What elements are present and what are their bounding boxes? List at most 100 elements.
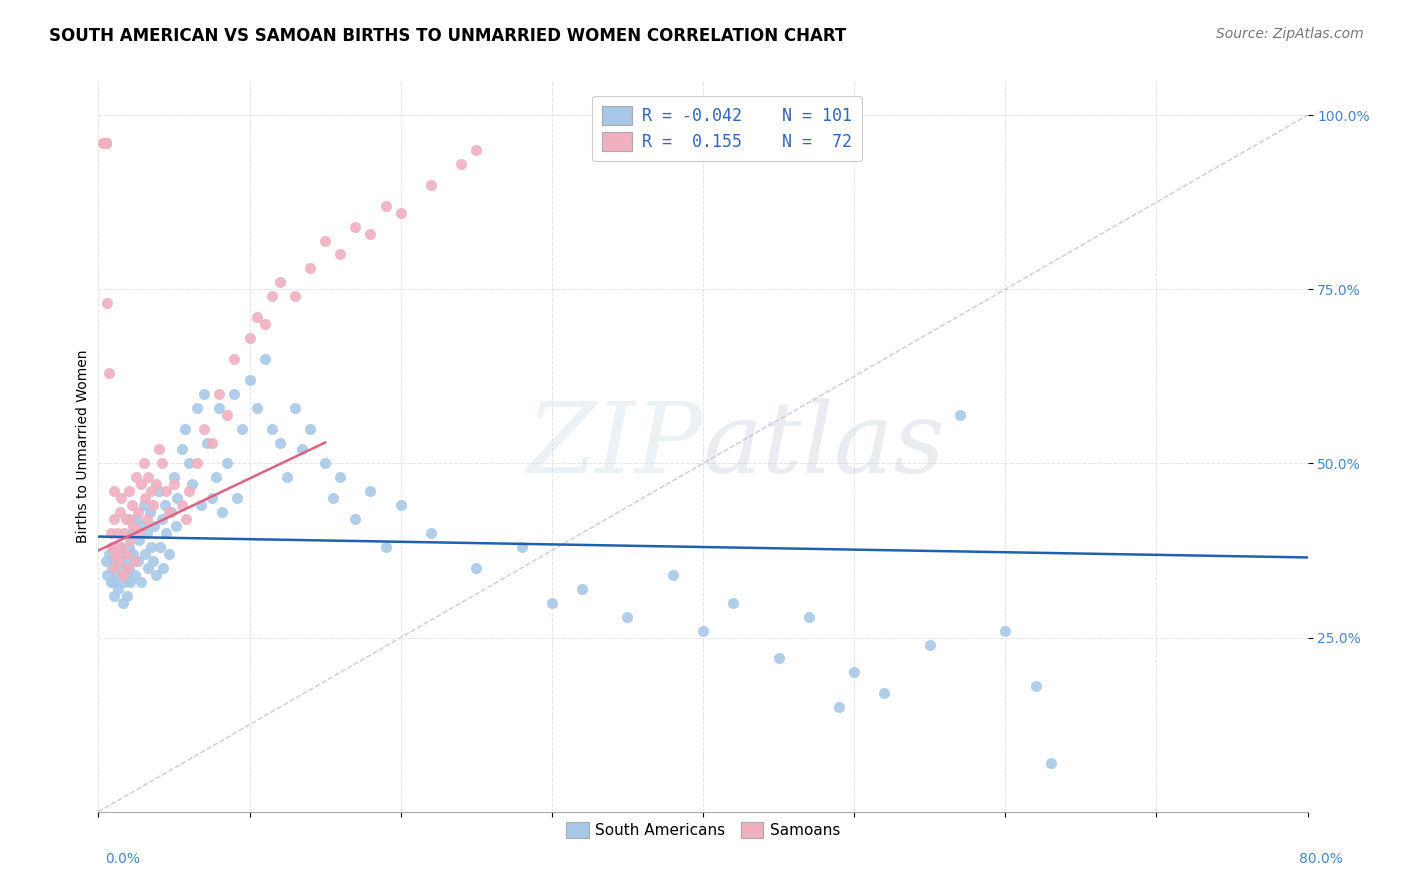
Point bbox=[163, 477, 186, 491]
Point bbox=[616, 609, 638, 624]
Point bbox=[129, 477, 152, 491]
Point bbox=[239, 373, 262, 387]
Point bbox=[344, 512, 367, 526]
Point bbox=[104, 547, 127, 561]
Point bbox=[205, 470, 228, 484]
Point bbox=[110, 540, 132, 554]
Point bbox=[571, 582, 593, 596]
Point bbox=[360, 227, 382, 241]
Text: Source: ZipAtlas.com: Source: ZipAtlas.com bbox=[1216, 27, 1364, 41]
Point bbox=[105, 567, 128, 582]
Point bbox=[374, 540, 396, 554]
Point bbox=[108, 505, 131, 519]
Point bbox=[163, 470, 186, 484]
Point bbox=[246, 310, 269, 325]
Point bbox=[131, 519, 153, 533]
Point bbox=[98, 547, 121, 561]
Point bbox=[174, 512, 197, 526]
Point bbox=[129, 574, 152, 589]
Point bbox=[120, 574, 142, 589]
Point bbox=[284, 289, 307, 303]
Point bbox=[122, 547, 145, 561]
Point bbox=[195, 435, 218, 450]
Point bbox=[128, 533, 150, 547]
Point bbox=[262, 421, 284, 435]
Point bbox=[193, 386, 215, 401]
Point bbox=[208, 401, 231, 415]
Point bbox=[114, 554, 136, 568]
Point bbox=[918, 638, 941, 652]
Legend: South Americans, Samoans: South Americans, Samoans bbox=[560, 816, 846, 845]
Point bbox=[269, 435, 291, 450]
Point bbox=[215, 457, 238, 471]
Point bbox=[135, 526, 157, 541]
Point bbox=[179, 457, 201, 471]
Point bbox=[121, 498, 143, 512]
Point bbox=[145, 477, 167, 491]
Point bbox=[844, 665, 866, 680]
Point bbox=[540, 596, 562, 610]
Point bbox=[465, 561, 488, 575]
Point bbox=[828, 700, 851, 714]
Point bbox=[661, 567, 683, 582]
Point bbox=[723, 596, 745, 610]
Point bbox=[142, 554, 165, 568]
Point bbox=[103, 512, 125, 526]
Point bbox=[118, 540, 141, 554]
Point bbox=[96, 296, 118, 310]
Point bbox=[135, 512, 157, 526]
Point bbox=[143, 519, 166, 533]
Point bbox=[269, 275, 291, 289]
Point bbox=[127, 554, 149, 568]
Point bbox=[1024, 679, 1046, 693]
Point bbox=[149, 540, 172, 554]
Point bbox=[186, 457, 208, 471]
Point bbox=[94, 136, 117, 150]
Point bbox=[159, 505, 181, 519]
Point bbox=[276, 470, 298, 484]
Point bbox=[215, 408, 238, 422]
Point bbox=[420, 526, 443, 541]
Y-axis label: Births to Unmarried Women: Births to Unmarried Women bbox=[76, 350, 90, 542]
Point bbox=[134, 491, 156, 506]
Point bbox=[111, 596, 134, 610]
Point bbox=[155, 526, 177, 541]
Point bbox=[145, 567, 167, 582]
Point bbox=[224, 351, 246, 366]
Point bbox=[262, 289, 284, 303]
Point bbox=[389, 205, 412, 219]
Point bbox=[101, 561, 124, 575]
Point bbox=[101, 540, 124, 554]
Point bbox=[322, 491, 344, 506]
Point bbox=[329, 470, 352, 484]
Point bbox=[125, 470, 148, 484]
Point bbox=[105, 526, 128, 541]
Point bbox=[299, 421, 322, 435]
Point bbox=[208, 386, 231, 401]
Point bbox=[93, 136, 115, 150]
Point bbox=[120, 533, 142, 547]
Point bbox=[150, 457, 173, 471]
Point bbox=[132, 498, 155, 512]
Point bbox=[768, 651, 790, 665]
Point bbox=[98, 366, 121, 380]
Point bbox=[141, 484, 163, 499]
Point bbox=[360, 484, 382, 499]
Point bbox=[226, 491, 249, 506]
Point bbox=[994, 624, 1017, 638]
Point bbox=[107, 554, 129, 568]
Point bbox=[159, 547, 181, 561]
Point bbox=[139, 505, 162, 519]
Point bbox=[201, 491, 224, 506]
Point bbox=[231, 421, 253, 435]
Point bbox=[181, 477, 204, 491]
Point bbox=[465, 143, 488, 157]
Point bbox=[134, 547, 156, 561]
Point bbox=[110, 561, 132, 575]
Point bbox=[94, 136, 117, 150]
Point bbox=[107, 582, 129, 596]
Point bbox=[114, 512, 136, 526]
Point bbox=[94, 554, 117, 568]
Point bbox=[224, 386, 246, 401]
Point bbox=[125, 512, 148, 526]
